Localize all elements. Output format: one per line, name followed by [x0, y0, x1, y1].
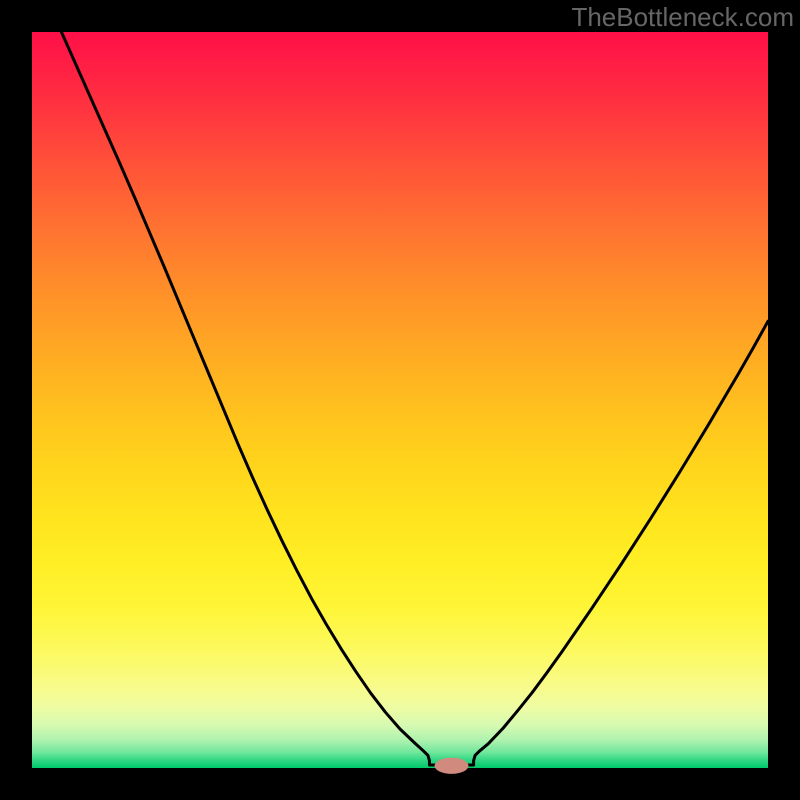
- watermark-text: TheBottleneck.com: [571, 2, 794, 33]
- chart-root: TheBottleneck.com: [0, 0, 800, 800]
- chart-background: [32, 32, 768, 768]
- bottleneck-chart: [0, 0, 800, 800]
- optimal-marker: [435, 758, 469, 774]
